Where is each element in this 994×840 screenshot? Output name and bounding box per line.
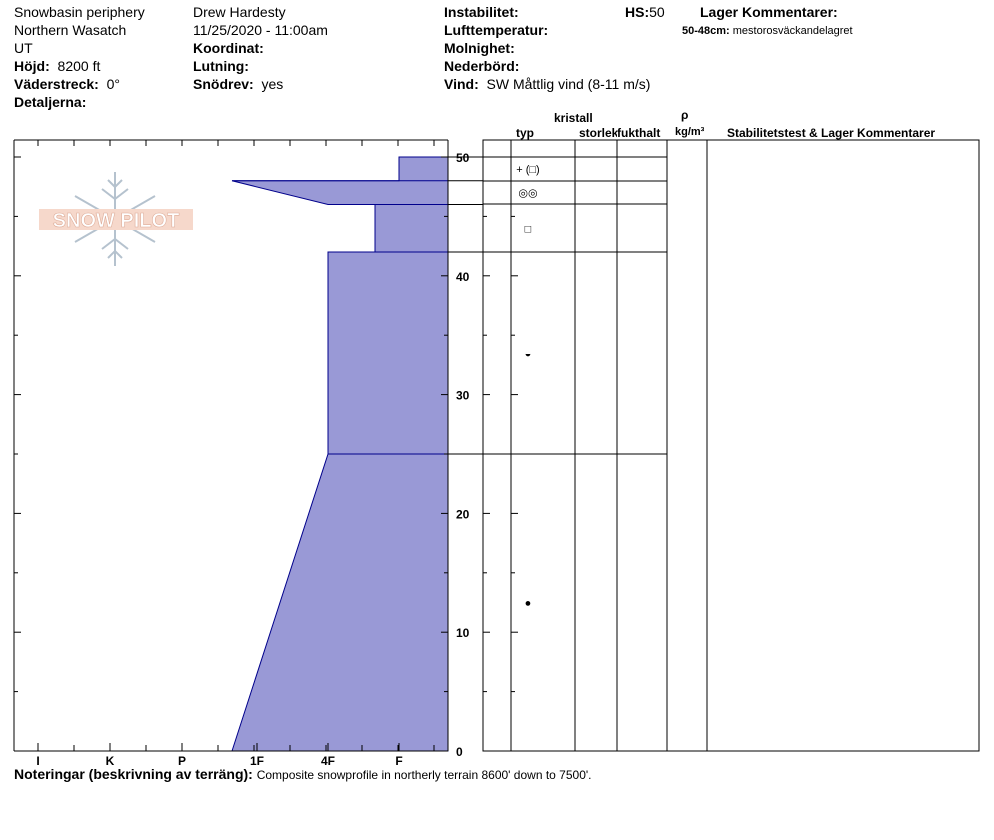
elevation-value: 8200 ft (57, 58, 101, 74)
coordinate-label: Koordinat: (193, 40, 264, 56)
grain-symbol: + (□) (516, 164, 539, 176)
instability-label: Instabilitet: (444, 4, 519, 20)
logo-banner (39, 209, 193, 230)
notes-label: Noteringar (beskrivning av terräng): (14, 766, 253, 782)
depth-tick-label: 50 (456, 151, 470, 165)
column-size: storlek (579, 126, 617, 140)
wind-label: Vind: (444, 76, 479, 92)
hardness-tick-label: F (395, 754, 402, 768)
drift-row: Snödrev: yes (193, 76, 283, 93)
notes-text: Composite snowprofile in northerly terra… (256, 768, 592, 782)
location-line-1: Snowbasin periphery (14, 4, 145, 20)
depth-tick-label: 20 (456, 507, 470, 521)
details-label: Detaljerna: (14, 94, 87, 110)
aspect-label: Väderstreck: (14, 76, 99, 92)
snowpilot-logo: SNOW PILOT (39, 172, 193, 266)
layer-comment-text: mestorosväckandelagret (732, 25, 853, 37)
notes-row: Noteringar (beskrivning av terräng): Com… (14, 766, 592, 784)
slope-label: Lutning: (193, 58, 249, 74)
depth-tick-label: 40 (456, 270, 470, 284)
hardness-tick-label: 1F (250, 754, 264, 768)
hardness-profile (231, 156, 449, 752)
location-line-2: Northern Wasatch (14, 22, 127, 38)
grain-symbol: □ (525, 223, 532, 235)
hs-label: HS: (625, 4, 650, 20)
hardness-tick-label: 4F (321, 754, 335, 768)
hardness-tick-label: I (36, 754, 39, 768)
wind-value: SW Måttlig vind (8-11 m/s) (486, 76, 651, 92)
datetime: 11/25/2020 - 11:00am (193, 22, 328, 38)
grain-symbol: ◎◎ (518, 188, 537, 200)
column-type: typ (516, 126, 534, 140)
column-crystal: kristall (554, 111, 593, 125)
column-rho: ρ (681, 108, 689, 122)
aspect-row: Väderstreck: 0° (14, 76, 120, 93)
observer: Drew Hardesty (193, 4, 286, 20)
axes: 0 10 20 30 40 50 I K P 1F 4F F (14, 140, 518, 768)
grain-symbol: ● (525, 598, 532, 610)
logo-text: SNOW PILOT (53, 210, 180, 232)
column-stability: Stabilitetstest & Lager Kommentarer (727, 126, 936, 140)
depth-tick-label: 0 (456, 745, 463, 759)
hardness-tick-label: P (178, 754, 186, 768)
aspect-value: 0° (106, 76, 120, 92)
column-density: kg/m³ (675, 126, 705, 138)
hs-value: 50 (649, 4, 665, 20)
wind-row: Vind: SW Måttlig vind (8-11 m/s) (444, 76, 650, 93)
column-moisture: fukthalt (617, 126, 661, 140)
layer-comments-label: Lager Kommentarer: (700, 4, 838, 20)
hardness-tick-label: K (106, 754, 115, 768)
precip-label: Nederbörd: (444, 58, 520, 74)
depth-tick-label: 10 (456, 626, 470, 640)
elevation-label: Höjd: (14, 58, 50, 74)
layer-rows: + (□) ◎◎ □ ◒ ● (448, 156, 667, 610)
air-temp-label: Lufttemperatur: (444, 22, 549, 38)
layer-table (482, 139, 980, 752)
layer-comment-row: 50-48cm: mestorosväckandelagret (682, 23, 853, 40)
location-line-3: UT (14, 40, 33, 56)
depth-tick-label: 30 (456, 389, 470, 403)
table-border (482, 139, 980, 752)
layer-comment-range: 50-48cm: (682, 25, 730, 37)
cloud-label: Molnighet: (444, 40, 515, 56)
drift-label: Snödrev: (193, 76, 254, 92)
grain-symbol: ◒ (525, 348, 532, 360)
hs-row: HS:50 (625, 4, 665, 21)
drift-value: yes (261, 76, 284, 92)
elevation-row: Höjd: 8200 ft (14, 58, 100, 75)
